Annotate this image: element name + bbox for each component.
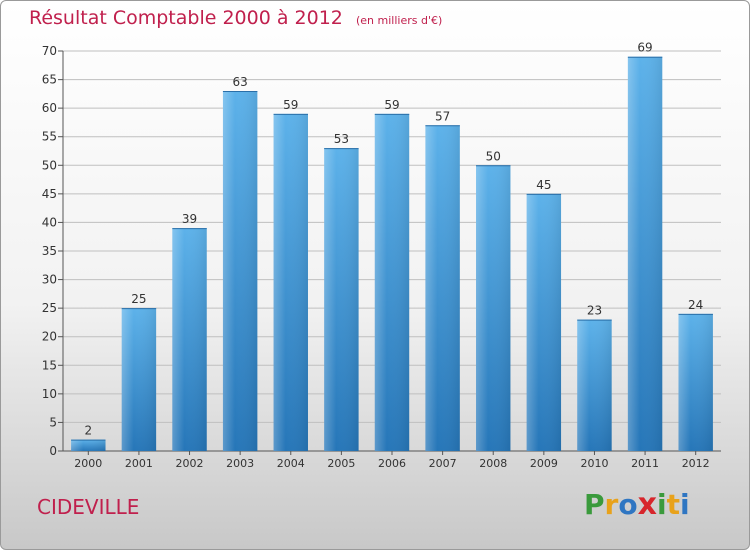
bar-shade-2009 (526, 193, 562, 451)
y-tick-label: 35 (42, 244, 57, 258)
logo-letter: o (618, 488, 638, 521)
data-label-2009: 45 (536, 178, 551, 192)
y-tick-label: 15 (42, 358, 57, 372)
x-tick-label-2011: 2011 (631, 457, 659, 470)
x-tick-label-2009: 2009 (530, 457, 558, 470)
x-tick-label-2002: 2002 (176, 457, 204, 470)
y-tick-label: 55 (42, 130, 57, 144)
bar-shade-2008 (476, 165, 511, 452)
logo-letter: i (656, 488, 667, 521)
bar-shade-2004 (273, 113, 308, 451)
logo-letter: r (604, 488, 619, 521)
data-label-2001: 25 (131, 292, 146, 306)
y-tick-label: 0 (49, 444, 57, 458)
data-label-2011: 69 (637, 41, 652, 55)
proxiti-logo: Proxiti (584, 487, 690, 522)
y-tick-label: 45 (42, 187, 57, 201)
y-tick-label: 5 (49, 415, 57, 429)
x-tick-label-2006: 2006 (378, 457, 406, 470)
data-label-2000: 2 (84, 424, 92, 438)
bars (71, 56, 713, 452)
bar-shade-2006 (374, 113, 410, 451)
data-label-2005: 53 (334, 132, 349, 146)
x-tick-label-2007: 2007 (429, 457, 457, 470)
data-label-2002: 39 (182, 212, 197, 226)
bar-shade-2002 (172, 228, 207, 451)
chart-title-block: Résultat Comptable 2000 à 2012 (en milli… (29, 7, 442, 29)
y-tick-label: 25 (42, 301, 57, 315)
data-label-2006: 59 (384, 98, 399, 112)
y-tick-label: 30 (42, 273, 57, 287)
y-tick-label: 65 (42, 73, 57, 87)
bar-shade-2010 (577, 319, 612, 451)
x-tick-label-2004: 2004 (277, 457, 305, 470)
x-tick-label-2005: 2005 (327, 457, 355, 470)
logo-letter: i (679, 488, 690, 521)
logo-letter: x (637, 487, 657, 522)
bar-shade-2011 (627, 56, 663, 451)
bar-shade-2001 (121, 308, 157, 451)
y-tick-label: 10 (42, 387, 57, 401)
y-tick-label: 40 (42, 215, 57, 229)
y-tick-label: 20 (42, 330, 57, 344)
y-tick-label: 60 (42, 101, 57, 115)
x-tick-label-2010: 2010 (580, 457, 608, 470)
x-tick-label-2000: 2000 (74, 457, 102, 470)
commune-name: CIDEVILLE (37, 495, 140, 519)
x-tick-label-2012: 2012 (682, 457, 710, 470)
x-tick-label-2001: 2001 (125, 457, 153, 470)
logo-letter: P (584, 488, 605, 521)
x-tick-label-2008: 2008 (479, 457, 507, 470)
data-label-2007: 57 (435, 109, 450, 123)
y-tick-label: 50 (42, 158, 57, 172)
bar-shade-2007 (425, 125, 460, 452)
y-tick-label: 70 (42, 44, 57, 58)
bar-shade-2005 (324, 148, 359, 451)
bar-shade-2000 (71, 439, 106, 451)
data-label-2012: 24 (688, 298, 703, 312)
data-label-2003: 63 (233, 75, 248, 89)
data-label-2004: 59 (283, 98, 298, 112)
labels: 0 5 10 15 20 25 30 35 40 45 50 55 60 65 70 2 2000 25 2001 3… (42, 41, 710, 470)
chart-subtitle: (en milliers d'€) (355, 14, 443, 27)
logo-letter: t (666, 488, 680, 521)
data-label-2010: 23 (587, 304, 602, 318)
bar-shade-2012 (678, 313, 713, 451)
bar-shade-2003 (222, 91, 258, 451)
data-label-2008: 50 (486, 149, 501, 163)
chart-title: Résultat Comptable 2000 à 2012 (29, 7, 343, 29)
x-tick-label-2003: 2003 (226, 457, 254, 470)
